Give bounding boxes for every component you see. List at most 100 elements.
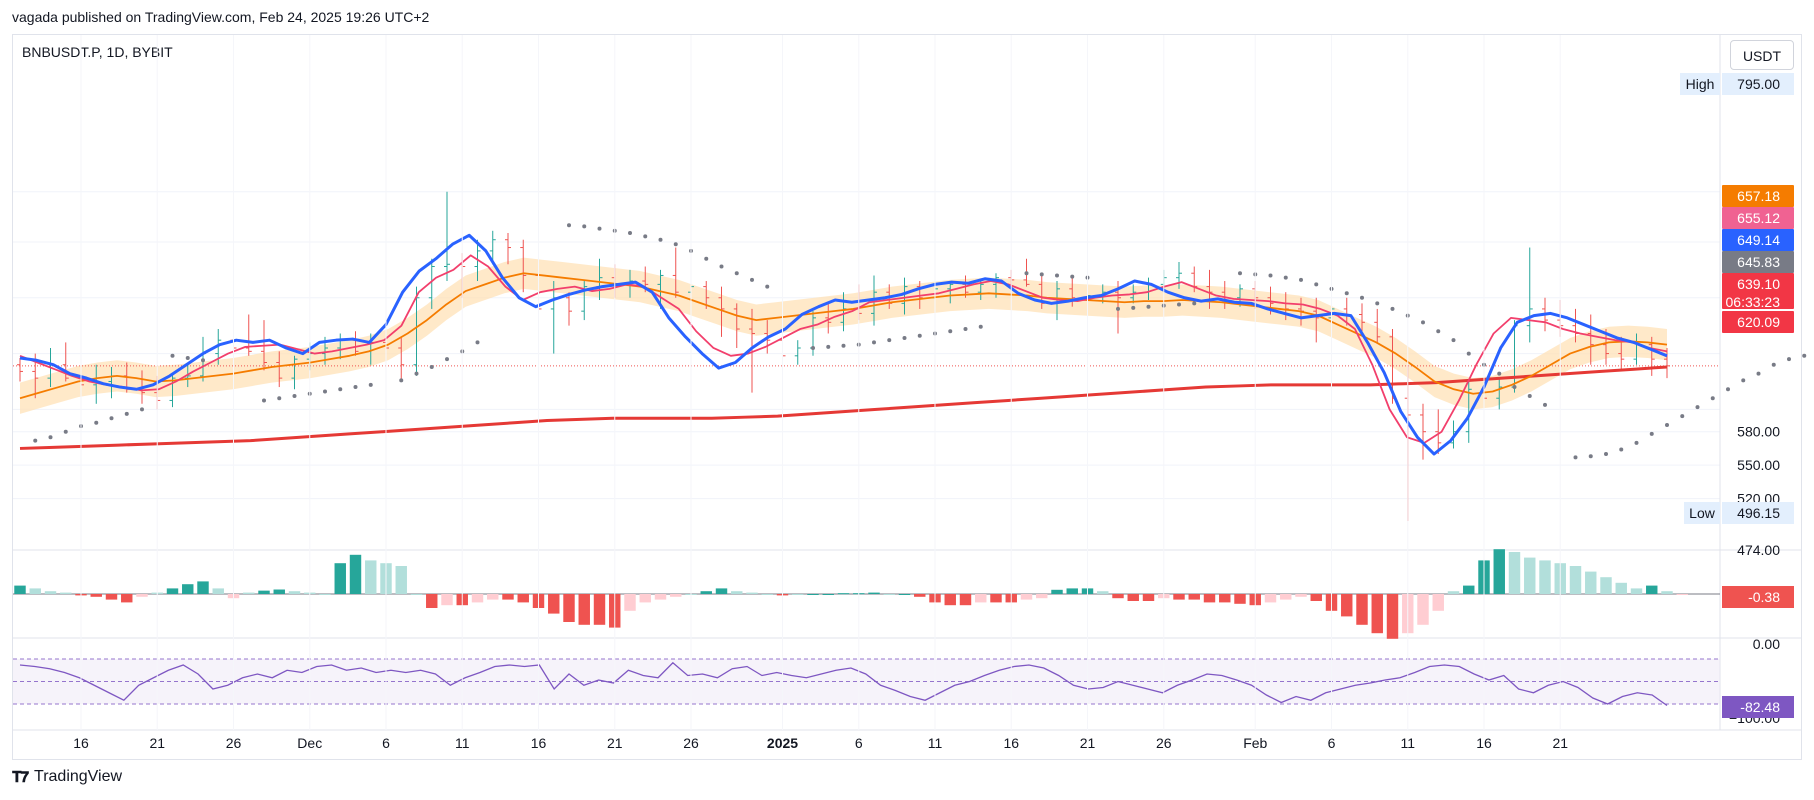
psar-dot xyxy=(978,324,983,329)
candle xyxy=(444,191,450,282)
psar-dot xyxy=(1726,387,1730,392)
macd-bar xyxy=(1127,594,1139,601)
psar-dot xyxy=(1497,371,1502,376)
high-value-bg xyxy=(1722,73,1794,95)
psar-dot xyxy=(1024,271,1029,276)
psar-dot xyxy=(1573,455,1578,460)
macd-bar xyxy=(670,594,682,597)
psar-dot xyxy=(963,327,968,332)
psar-dot xyxy=(1466,351,1471,356)
price-badge-bg xyxy=(1722,229,1794,251)
psar-dot xyxy=(1756,371,1761,376)
macd-bar xyxy=(29,588,41,594)
macd-bar xyxy=(212,588,224,594)
macd-bar xyxy=(1219,594,1231,603)
psar-dot xyxy=(948,329,953,334)
macd-bar xyxy=(349,554,362,594)
psar-dot xyxy=(1131,305,1136,310)
price-pane xyxy=(13,191,1807,521)
rsi-pane xyxy=(13,658,1720,707)
psar-dot xyxy=(353,385,358,390)
psar-dot xyxy=(1146,304,1151,309)
macd-bar xyxy=(883,594,895,595)
candle xyxy=(1496,378,1503,410)
candle xyxy=(291,355,298,390)
candle xyxy=(428,258,435,309)
psar-dot xyxy=(170,353,175,358)
macd-bar xyxy=(60,592,72,594)
time-tick-label: 26 xyxy=(226,735,242,751)
time-tick-label: 6 xyxy=(382,735,390,751)
time-tick-label: 26 xyxy=(683,735,699,751)
psar-dot xyxy=(399,378,404,383)
macd-bar xyxy=(502,594,514,600)
ma-red-line xyxy=(19,365,1668,450)
psar-dot xyxy=(48,435,53,440)
high-value: 795.00 xyxy=(1737,76,1780,92)
macd-bar xyxy=(121,594,133,603)
macd-bar xyxy=(410,594,423,595)
time-tick-label: 16 xyxy=(531,735,547,751)
macd-bar xyxy=(1676,594,1688,595)
psar-dot xyxy=(1283,275,1288,280)
psar-dot xyxy=(1451,338,1456,343)
time-tick-label: 21 xyxy=(1080,735,1096,751)
currency-button[interactable]: USDT xyxy=(1730,40,1794,70)
candle xyxy=(489,230,496,265)
symbol-legend[interactable]: BNBUSDT.P, 1D, BYBIT xyxy=(22,44,173,60)
psar-dot xyxy=(1649,431,1654,436)
macd-bar xyxy=(914,594,926,597)
psar-dot xyxy=(1299,277,1303,282)
macd-bar xyxy=(822,594,834,595)
macd-bar xyxy=(1539,560,1551,594)
candle xyxy=(276,351,283,388)
candle xyxy=(1526,247,1533,343)
macd-bar xyxy=(624,594,636,611)
psar-dot xyxy=(734,271,739,276)
psar-dot xyxy=(429,364,434,369)
psar-dot xyxy=(1314,282,1319,287)
psar-dot xyxy=(140,407,144,412)
candle xyxy=(566,292,572,326)
macd-bar xyxy=(1661,591,1673,594)
psar-dot xyxy=(323,389,327,394)
macd-bar xyxy=(1493,549,1505,594)
macd-bar xyxy=(1615,582,1627,594)
psar-dot xyxy=(704,256,709,261)
macd-bar xyxy=(1386,594,1399,639)
tradingview-logo-icon: 𝐓𝟕 xyxy=(12,768,29,786)
psar-dot xyxy=(582,224,587,229)
time-tick-label: 6 xyxy=(855,735,863,751)
macd-bar xyxy=(1310,594,1322,601)
rsi-badge-bg xyxy=(1722,696,1794,718)
psar-dot xyxy=(567,223,571,228)
low-value-bg xyxy=(1722,502,1794,524)
psar-dot xyxy=(658,237,663,242)
psar-dot xyxy=(628,231,632,236)
psar-dot xyxy=(414,371,419,376)
price-badge-value: 639.10 xyxy=(1737,276,1780,292)
psar-dot xyxy=(902,335,907,340)
price-badge-value: 657.18 xyxy=(1737,188,1780,204)
psar-dot xyxy=(277,396,282,401)
psar-dot xyxy=(1375,301,1380,306)
candle xyxy=(1587,314,1594,365)
macd-bar xyxy=(1051,589,1063,594)
macd-bar xyxy=(959,594,972,606)
candle xyxy=(1359,303,1365,332)
macd-bar xyxy=(700,591,712,594)
psar-dot xyxy=(33,438,38,443)
psar-dot xyxy=(1619,447,1624,452)
price-axis: 750.00580.00550.00520.00474.00High795.00… xyxy=(1680,73,1794,726)
price-badge-value: 620.09 xyxy=(1737,314,1780,330)
low-value: 496.15 xyxy=(1737,505,1780,521)
macd-bar xyxy=(166,588,179,594)
tradingview-brand[interactable]: 𝐓𝟕 TradingView xyxy=(12,768,122,786)
macd-bar xyxy=(319,594,331,595)
psar-dot xyxy=(338,387,343,392)
candle xyxy=(825,303,832,334)
macd-histogram-pane xyxy=(13,549,1720,639)
psar-dot xyxy=(1070,274,1075,279)
candle xyxy=(520,239,527,293)
